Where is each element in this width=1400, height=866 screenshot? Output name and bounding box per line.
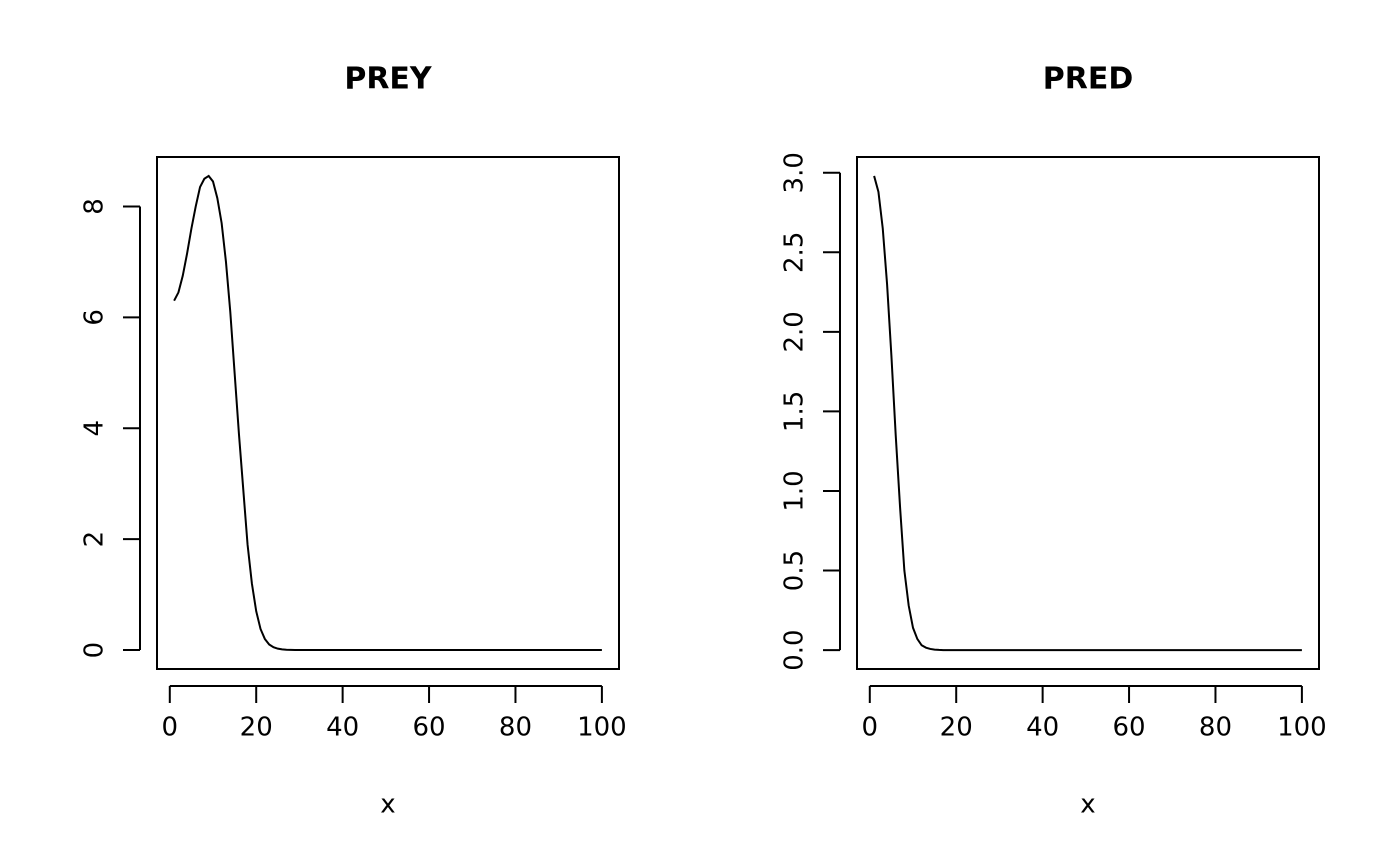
x-tick-label: 80: [499, 713, 532, 743]
x-tick-label: 40: [326, 713, 359, 743]
plot-box: [156, 156, 620, 670]
y-tick-label: 4: [80, 420, 110, 437]
chart-title: PRED: [1043, 62, 1133, 97]
x-tick-label: 60: [413, 713, 446, 743]
x-tick-label: 20: [240, 713, 273, 743]
data-line: [173, 174, 602, 652]
y-tick-label: 8: [80, 198, 110, 215]
y-tick-label: 6: [80, 309, 110, 326]
x-tick-label: 100: [1277, 713, 1327, 743]
x-tick-label: 20: [940, 713, 973, 743]
x-axis-label: x: [1080, 790, 1095, 820]
chart-title: PREY: [344, 62, 433, 97]
x-tick-label: 100: [577, 713, 627, 743]
x-tick-label: 0: [162, 713, 179, 743]
x-tick-label: 80: [1199, 713, 1232, 743]
y-tick-label: 2.5: [780, 232, 810, 273]
x-tick-label: 40: [1026, 713, 1059, 743]
x-tick-label: 60: [1113, 713, 1146, 743]
y-tick-label: 1.0: [780, 470, 810, 511]
y-tick-label: 2: [80, 531, 110, 548]
data-line: [873, 175, 1302, 652]
y-tick-label: 0: [80, 642, 110, 659]
y-tick-label: 0.0: [780, 629, 810, 670]
plot-box: [856, 156, 1320, 670]
y-tick-label: 0.5: [780, 550, 810, 591]
x-tick-label: 0: [862, 713, 879, 743]
y-tick-label: 2.0: [780, 311, 810, 352]
x-axis-label: x: [380, 790, 395, 820]
y-tick-label: 1.5: [780, 391, 810, 432]
y-tick-label: 3.0: [780, 152, 810, 193]
